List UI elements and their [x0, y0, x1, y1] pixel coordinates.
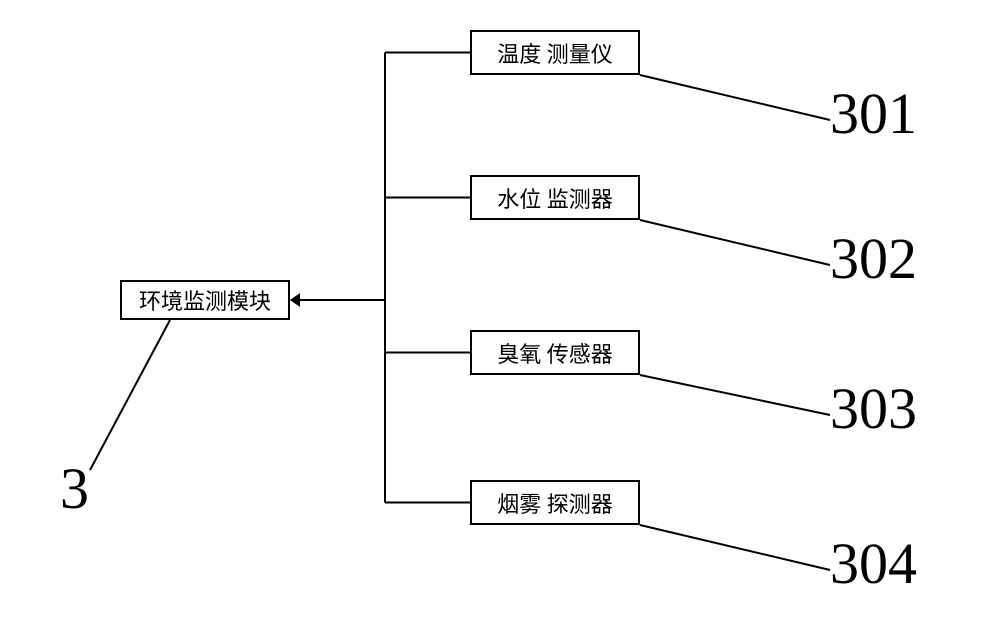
- child-box-3: 烟雾 探测器: [470, 480, 640, 525]
- child-number-label-0: 301: [830, 80, 917, 147]
- child-box-1: 水位 监测器: [470, 175, 640, 220]
- child-box-0-text: 温度 测量仪: [497, 37, 613, 69]
- leader-parent: [90, 320, 170, 470]
- parent-box-text: 环境监测模块: [139, 284, 271, 316]
- child-box-2: 臭氧 传感器: [470, 330, 640, 375]
- child-number-label-1: 302: [830, 225, 917, 292]
- arrowhead: [290, 293, 300, 307]
- child-box-3-text: 烟雾 探测器: [497, 487, 613, 519]
- child-box-2-text: 臭氧 传感器: [497, 337, 613, 369]
- leader-2: [640, 375, 830, 415]
- diagram-canvas: 环境监测模块 温度 测量仪 水位 监测器 臭氧 传感器 烟雾 探测器 3 301…: [0, 0, 1000, 627]
- child-number-label-2: 303: [830, 375, 917, 442]
- leader-1: [640, 220, 830, 265]
- child-number-label-3: 304: [830, 530, 917, 597]
- parent-number-label: 3: [60, 455, 89, 522]
- parent-box: 环境监测模块: [120, 280, 290, 320]
- child-box-1-text: 水位 监测器: [497, 182, 613, 214]
- leader-3: [640, 525, 830, 570]
- leader-0: [640, 75, 830, 120]
- child-box-0: 温度 测量仪: [470, 30, 640, 75]
